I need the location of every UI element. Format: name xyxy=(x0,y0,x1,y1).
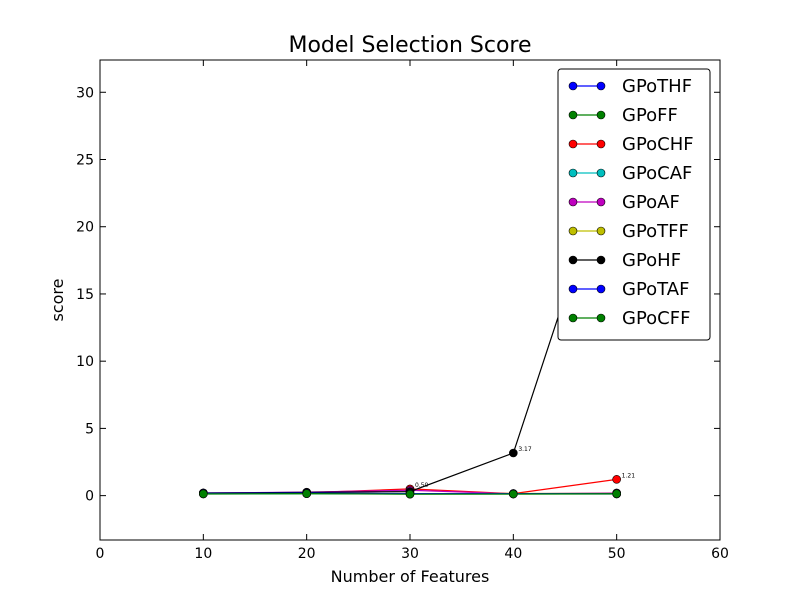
legend-marker xyxy=(596,110,606,120)
legend-marker xyxy=(596,284,606,294)
x-tick-label: 20 xyxy=(298,546,316,562)
y-tick-label: 0 xyxy=(85,489,94,505)
legend-marker xyxy=(568,168,578,178)
legend-item: GPoCAF xyxy=(568,163,692,184)
y-tick-label: 15 xyxy=(76,287,94,303)
data-point xyxy=(405,489,415,499)
legend-label: GPoCAF xyxy=(622,163,692,184)
chart-title: Model Selection Score xyxy=(288,33,531,58)
legend-box xyxy=(557,68,711,341)
legend-item: GPoCFF xyxy=(568,308,690,329)
legend-marker xyxy=(568,313,578,323)
legend-label: GPoTFF xyxy=(622,221,689,242)
legend-label: GPoFF xyxy=(622,105,678,126)
legend: GPoTHF GPoFF GPoCHF GPoCAF GPoAF GPoTFF GPoHF G… xyxy=(557,68,711,341)
x-tick-label: 0 xyxy=(96,546,105,562)
x-tick-label: 30 xyxy=(401,546,419,562)
legend-marker xyxy=(596,168,606,178)
legend-label: GPoTHF xyxy=(622,76,692,97)
y-tick-label: 20 xyxy=(76,220,94,236)
data-point xyxy=(302,489,311,498)
data-point xyxy=(612,475,621,484)
legend-item: GPoTHF xyxy=(568,76,692,97)
legend-label: GPoCFF xyxy=(622,308,690,329)
legend-marker xyxy=(568,284,578,294)
legend-item: GPoTFF xyxy=(568,221,689,242)
x-tick-label: 50 xyxy=(608,546,626,562)
legend-item: GPoTAF xyxy=(568,279,689,300)
legend-item: GPoFF xyxy=(568,105,678,126)
y-tick-label: 10 xyxy=(76,354,94,370)
x-tick-label: 40 xyxy=(504,546,522,562)
legend-marker xyxy=(596,226,606,236)
data-label: 1.21 xyxy=(622,472,636,479)
data-label: 3.17 xyxy=(518,446,532,453)
data-label: 0.50 xyxy=(415,482,429,489)
legend-marker xyxy=(596,197,606,207)
y-tick-label: 25 xyxy=(76,152,94,168)
x-tick-label: 60 xyxy=(711,546,729,562)
legend-label: GPoCHF xyxy=(622,134,694,155)
data-point xyxy=(612,489,621,499)
legend-marker xyxy=(568,139,578,149)
legend-marker xyxy=(568,81,578,91)
series-GPoHF: 3.17 xyxy=(199,135,621,498)
legend-marker xyxy=(568,110,578,120)
legend-marker xyxy=(596,313,606,323)
y-tick-label: 5 xyxy=(85,421,94,437)
legend-marker xyxy=(568,197,578,207)
legend-marker xyxy=(568,226,578,236)
y-axis-label: score xyxy=(48,279,67,322)
data-point xyxy=(509,448,518,458)
legend-marker xyxy=(596,139,606,149)
legend-label: GPoHF xyxy=(622,250,681,271)
legend-label: GPoAF xyxy=(622,192,680,213)
legend-marker xyxy=(568,255,578,265)
x-tick-label: 10 xyxy=(194,546,212,562)
series-line xyxy=(203,139,618,494)
legend-item: GPoHF xyxy=(568,250,681,271)
legend-item: GPoAF xyxy=(568,192,680,213)
y-tick-label: 30 xyxy=(76,85,94,101)
legend-marker xyxy=(596,255,606,265)
x-axis-label: Number of Features xyxy=(331,567,490,586)
legend-label: GPoTAF xyxy=(622,279,689,300)
data-point xyxy=(199,489,208,499)
legend-marker xyxy=(596,81,606,91)
series-GPoCFF xyxy=(199,489,621,499)
legend-item: GPoCHF xyxy=(568,134,694,155)
data-point xyxy=(509,489,518,499)
